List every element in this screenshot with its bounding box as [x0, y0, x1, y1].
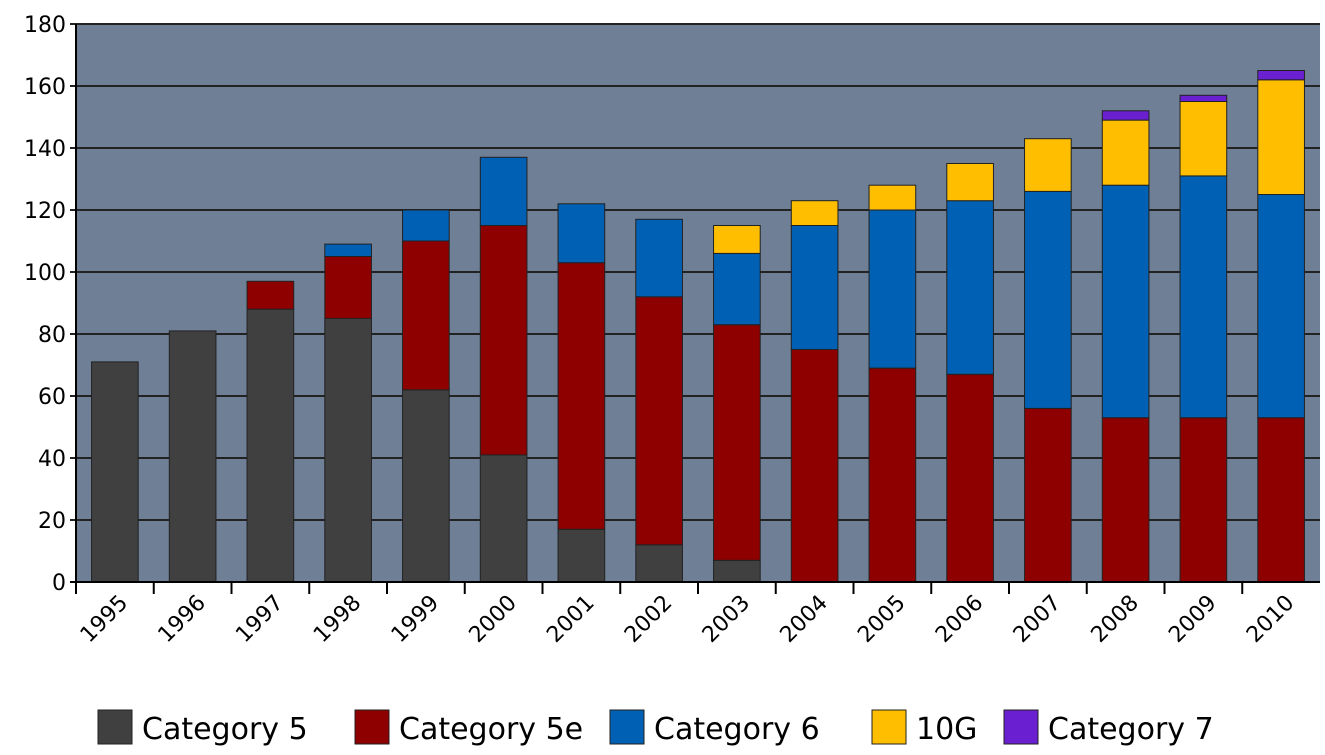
bar-segment: [1257, 194, 1305, 419]
bar-segment: [713, 324, 761, 561]
y-tick-label: 120: [24, 199, 66, 224]
bar-segment: [1024, 190, 1072, 409]
x-tick-label: 2005: [853, 591, 910, 648]
bar-segment: [868, 184, 917, 211]
x-tick-label: 2007: [1009, 591, 1066, 648]
x-tick-label: 2004: [776, 591, 833, 648]
bar-segment: [557, 528, 606, 583]
bar-segment: [324, 318, 372, 583]
bar-segment: [1101, 110, 1150, 121]
bar-segment: [246, 308, 295, 583]
legend-label: Category 7: [1048, 712, 1214, 747]
bar-segment: [1101, 184, 1150, 419]
bar-segment: [168, 330, 217, 583]
legend-label: Category 6: [654, 712, 820, 747]
bar-segment: [1179, 94, 1228, 103]
bar-segment: [946, 200, 994, 375]
y-tick-label: 40: [38, 447, 66, 472]
x-tick-label: 2003: [698, 591, 755, 648]
bar-segment: [635, 218, 683, 298]
bar-segment: [713, 252, 761, 326]
y-tick-label: 60: [38, 385, 66, 410]
legend-swatch: [354, 709, 390, 745]
legend-swatch: [97, 709, 133, 745]
bar-segment: [402, 209, 450, 242]
bar-segment: [557, 203, 606, 264]
x-tick-label: 1996: [154, 591, 211, 648]
bar-segment: [868, 209, 917, 369]
x-tick-label: 2002: [620, 591, 677, 648]
bar-segment: [1257, 70, 1305, 81]
bar-segment: [246, 280, 295, 310]
x-tick-label: 2001: [542, 591, 599, 648]
bar-segment: [1179, 101, 1228, 177]
bar-segment: [557, 262, 606, 530]
x-tick-label: 1995: [76, 591, 133, 648]
bar-segment: [1024, 138, 1072, 192]
bar-segment: [713, 225, 761, 254]
legend-swatch: [871, 709, 907, 745]
x-tick-label: 2009: [1164, 591, 1221, 648]
legend-swatch: [609, 709, 645, 745]
legend-label: Category 5: [142, 712, 308, 747]
y-tick-label: 20: [38, 509, 66, 534]
x-tick-label: 2006: [931, 591, 988, 648]
legend-swatch: [1003, 709, 1039, 745]
x-tick-label: 1999: [387, 591, 444, 648]
x-tick-label: 2008: [1087, 591, 1144, 648]
x-tick-label: 2010: [1242, 591, 1299, 648]
legend-label: Category 5e: [399, 712, 583, 747]
bar-segment: [1179, 417, 1228, 583]
bar-segment: [479, 225, 528, 456]
bar-segment: [713, 559, 761, 583]
bar-segment: [790, 349, 839, 583]
bar-segment: [1179, 175, 1228, 419]
bar-segment: [91, 361, 139, 583]
y-tick-label: 180: [24, 13, 66, 38]
bar-segment: [1257, 417, 1305, 583]
bar-segment: [324, 243, 372, 258]
bar-segment: [635, 544, 683, 583]
y-tick-label: 80: [38, 323, 66, 348]
x-tick-label: 2000: [465, 591, 522, 648]
bar-segment: [946, 373, 994, 583]
x-tick-label: 1998: [309, 591, 366, 648]
bar-segment: [635, 296, 683, 546]
bar-segment: [479, 156, 528, 226]
y-tick-label: 140: [24, 137, 66, 162]
y-tick-label: 100: [24, 261, 66, 286]
bar-segment: [324, 256, 372, 319]
bar-segment: [790, 200, 839, 226]
bar-segment: [1257, 79, 1305, 195]
bar-segment: [479, 454, 528, 583]
x-tick-label: 1997: [231, 591, 288, 648]
bar-segment: [1024, 407, 1072, 583]
bar-segment: [790, 225, 839, 350]
bar-segment: [946, 163, 994, 202]
bar-segment: [402, 389, 450, 583]
legend-label: 10G: [916, 712, 977, 747]
bar-segment: [1101, 119, 1150, 186]
bar-segment: [402, 240, 450, 391]
bar-segment: [868, 367, 917, 583]
y-tick-label: 160: [24, 75, 66, 100]
bar-segment: [1101, 417, 1150, 583]
y-tick-label: 0: [52, 571, 66, 596]
